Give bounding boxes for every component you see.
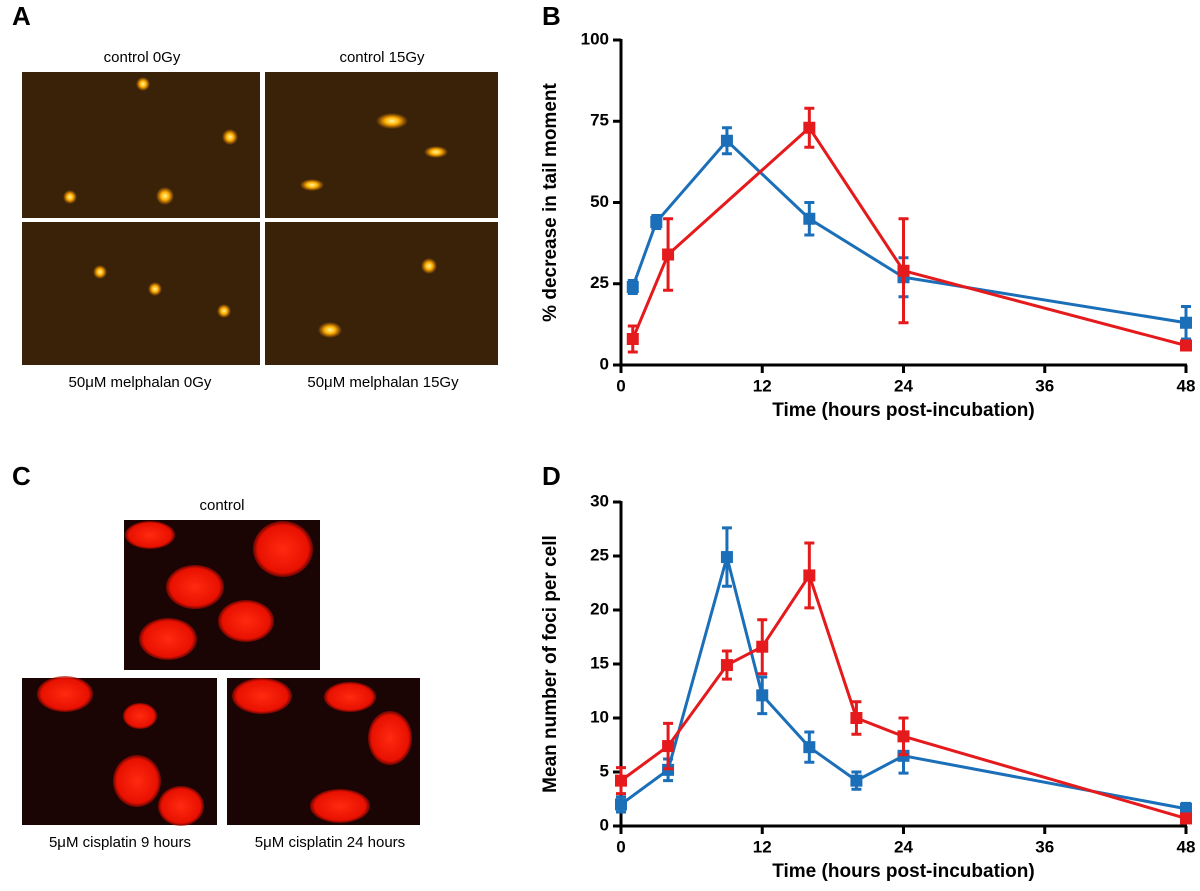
data-point [756,689,769,702]
y-axis-label: Mean number of foci per cell [540,535,561,793]
data-point [615,774,627,787]
y-axis-label: % decrease in tail moment [540,83,561,322]
x-axis-label: Time (hours post-incubation) [772,400,1034,421]
y-tick-label: 50 [590,192,609,211]
data-point [720,659,733,672]
data-point [850,712,863,724]
image-caption: 50μM melphalan 15Gy [307,374,459,391]
panel-letter: D [542,461,561,491]
y-tick-label: 10 [590,707,609,726]
micrograph [22,72,260,218]
data-point [803,121,816,134]
y-tick-label: 0 [600,354,609,373]
data-point [756,640,769,653]
data-point [1180,802,1192,815]
panel-letter: C [12,461,31,491]
image-caption: 5μM cisplatin 24 hours [255,834,405,851]
y-tick-label: 5 [600,761,609,780]
series-line [620,572,1187,820]
series-line [631,138,1187,325]
data-point [897,264,910,277]
y-tick-label: 25 [590,545,609,564]
panel-letter: A [12,1,31,31]
image-caption: control 15Gy [339,49,425,66]
x-tick-label: 48 [1177,376,1196,395]
image-caption: 5μM cisplatin 9 hours [49,834,191,851]
micrograph [22,222,260,365]
data-point [803,741,816,754]
data-point [803,569,816,582]
foci-images [22,520,420,826]
image-caption: control [199,497,244,514]
x-tick-label: 0 [616,837,625,856]
data-point [1180,812,1192,825]
y-tick-label: 75 [590,111,609,130]
x-axis-label: Time (hours post-incubation) [772,861,1034,882]
x-tick-label: 36 [1035,837,1054,856]
data-point [662,248,675,261]
data-point [897,730,910,743]
x-tick-label: 12 [753,837,772,856]
data-point [1180,339,1192,352]
y-tick-label: 20 [590,599,609,618]
x-tick-label: 24 [894,376,913,395]
image-caption: 50μM melphalan 0Gy [69,374,212,391]
data-point [1180,316,1192,329]
x-tick-label: 36 [1035,376,1054,395]
series-line [631,125,1187,347]
data-point [650,216,663,228]
y-tick-label: 0 [600,815,609,834]
y-tick-label: 100 [581,29,609,48]
micrograph [265,222,498,365]
data-point [803,212,816,225]
data-point [720,551,733,564]
data-point [626,333,639,345]
x-tick-label: 24 [894,837,913,856]
data-point [615,798,627,811]
x-tick-label: 48 [1177,837,1196,856]
panel-letter: B [542,1,561,31]
comet-images [22,72,498,365]
y-tick-label: 25 [590,273,609,292]
x-tick-label: 0 [616,376,625,395]
micrograph [265,72,498,218]
image-caption: control 0Gy [104,49,181,66]
y-tick-label: 15 [590,653,609,672]
data-point [626,281,639,293]
data-point [850,774,863,787]
x-tick-label: 12 [753,376,772,395]
data-point [662,740,675,753]
y-tick-label: 30 [590,491,609,510]
data-point [720,134,733,147]
